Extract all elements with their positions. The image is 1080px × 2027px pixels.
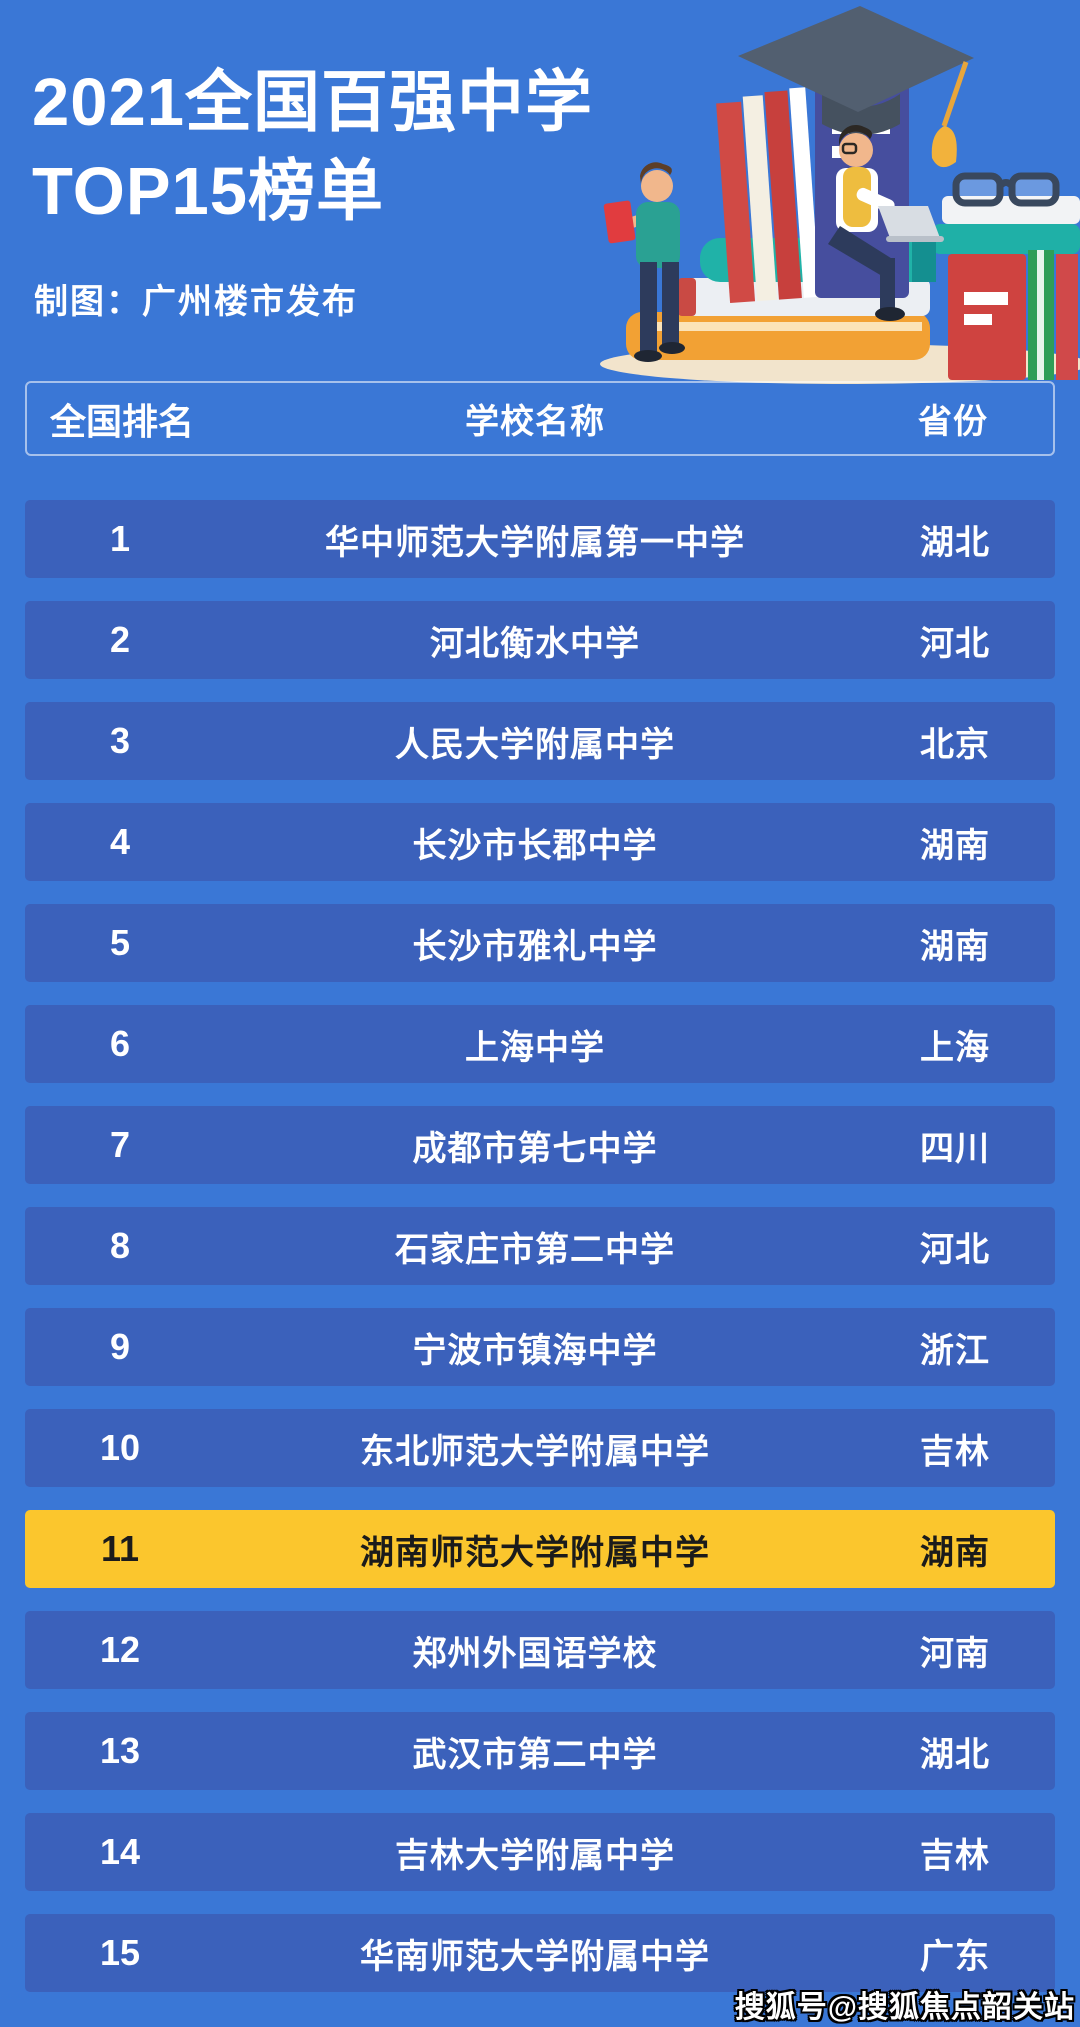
rank-cell: 11 (100, 1528, 140, 1569)
page-title-line1: 2021全国百强中学 (32, 65, 594, 140)
province-cell: 湖北 (920, 1735, 990, 1774)
province-cell: 湖南 (920, 1533, 990, 1572)
school-cell: 东北师范大学附属中学 (360, 1432, 710, 1471)
page-title-line2: TOP15榜单 (32, 154, 385, 230)
school-cell: 石家庄市第二中学 (395, 1230, 675, 1269)
rank-cell: 13 (99, 1730, 141, 1771)
rank-cell: 5 (109, 922, 131, 963)
province-cell: 广东 (920, 1937, 990, 1976)
standing-student-with-red-book (603, 162, 685, 362)
table-row: 10 东北师范大学附属中学 吉林 (25, 1409, 1055, 1487)
province-cell: 四川 (920, 1129, 990, 1168)
school-cell: 吉林大学附属中学 (395, 1836, 675, 1875)
school-cell: 武汉市第二中学 (412, 1735, 658, 1774)
school-cell: 湖南师范大学附属中学 (360, 1533, 710, 1572)
table-row: 5 长沙市雅礼中学 湖南 (25, 904, 1055, 982)
rank-cell: 15 (99, 1932, 141, 1973)
school-cell: 宁波市镇海中学 (412, 1331, 658, 1370)
rank-cell: 14 (99, 1831, 141, 1872)
table-header-row: 全国排名 学校名称 省份 (25, 381, 1055, 456)
table-row: 13 武汉市第二中学 湖北 (25, 1712, 1055, 1790)
table-row: 8 石家庄市第二中学 河北 (25, 1207, 1055, 1285)
table-row: 12 郑州外国语学校 河南 (25, 1611, 1055, 1689)
school-cell: 河北衡水中学 (430, 624, 640, 663)
school-cell: 成都市第七中学 (412, 1129, 658, 1168)
rank-cell: 10 (99, 1427, 141, 1468)
school-cell: 华南师范大学附属中学 (360, 1937, 710, 1976)
rank-cell: 1 (109, 518, 131, 559)
table-row: 1 华中师范大学附属第一中学 湖北 (25, 500, 1055, 578)
table-row: 14 吉林大学附属中学 吉林 (25, 1813, 1055, 1891)
rank-cell: 3 (109, 720, 131, 761)
school-cell: 长沙市雅礼中学 (412, 927, 658, 966)
school-cell: 人民大学附属中学 (395, 725, 675, 764)
province-cell: 河北 (920, 624, 990, 663)
table-row: 7 成都市第七中学 四川 (25, 1106, 1055, 1184)
table-body: 1 华中师范大学附属第一中学 湖北 2 河北衡水中学 河北 3 人民大学附属中学 北京 4 长沙市长… (25, 500, 1055, 1992)
books-illustration (600, 6, 1080, 384)
table-row: 2 河北衡水中学 河北 (25, 601, 1055, 679)
province-cell: 湖南 (920, 927, 990, 966)
ranking-table: 全国排名 学校名称 省份 1 华中师范大学附属第一中学 湖北 2 河北衡水中学 河北 3 人民… (25, 381, 1055, 2015)
table-row: 4 长沙市长郡中学 湖南 (25, 803, 1055, 881)
table-row: 6 上海中学 上海 (25, 1005, 1055, 1083)
table-row: 9 宁波市镇海中学 浙江 (25, 1308, 1055, 1386)
school-cell: 华中师范大学附属第一中学 (325, 523, 745, 562)
rank-cell: 9 (109, 1326, 131, 1367)
rank-cell: 6 (109, 1023, 131, 1064)
rank-cell: 7 (109, 1124, 131, 1165)
rank-cell: 2 (109, 619, 131, 660)
column-header-province: 省份 (918, 403, 988, 441)
province-cell: 湖北 (920, 523, 990, 562)
school-cell: 上海中学 (465, 1028, 605, 1067)
province-cell: 河南 (920, 1634, 990, 1673)
province-cell: 上海 (920, 1028, 990, 1067)
watermark: 搜狐号@搜狐焦点韶关站 (734, 1991, 1075, 2024)
rank-cell: 4 (109, 821, 131, 862)
province-cell: 吉林 (920, 1836, 990, 1875)
table-row: 15 华南师范大学附属中学 广东 (25, 1914, 1055, 1992)
column-header-rank: 全国排名 (49, 400, 194, 442)
eyeglasses-icon (952, 172, 1060, 207)
rank-cell: 8 (109, 1225, 131, 1266)
school-cell: 郑州外国语学校 (412, 1634, 658, 1673)
school-cell: 长沙市长郡中学 (412, 826, 658, 865)
graduation-cap-icon (738, 6, 974, 168)
table-row: 11 湖南师范大学附属中学 湖南 (25, 1510, 1055, 1588)
province-cell: 河北 (920, 1230, 990, 1269)
province-cell: 湖南 (920, 826, 990, 865)
standing-book-spines (716, 87, 820, 304)
page-subtitle: 制图：广州楼市发布 (34, 283, 358, 321)
page-title: 2021全国百强中学 TOP15榜单 (32, 58, 593, 236)
table-row: 3 人民大学附属中学 北京 (25, 702, 1055, 780)
province-cell: 北京 (920, 725, 990, 764)
province-cell: 浙江 (920, 1331, 990, 1370)
province-cell: 吉林 (920, 1432, 990, 1471)
tassel (931, 126, 957, 168)
column-header-school: 学校名称 (465, 403, 605, 441)
sitting-student-with-laptop (828, 124, 944, 321)
rank-cell: 12 (99, 1629, 141, 1670)
